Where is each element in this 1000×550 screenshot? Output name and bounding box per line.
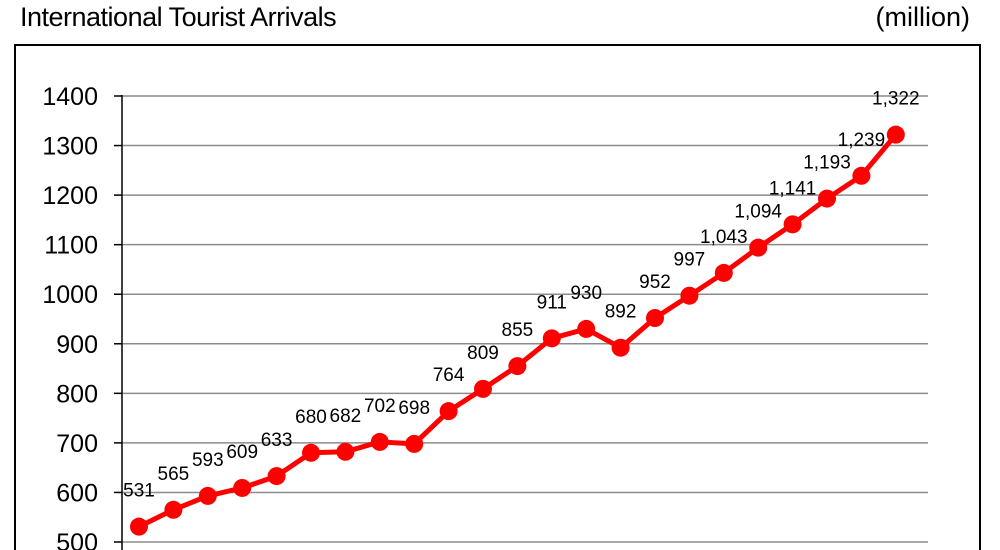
data-point <box>302 443 320 462</box>
data-label: 911 <box>537 292 567 313</box>
data-label: 593 <box>192 450 224 471</box>
data-point <box>336 442 355 461</box>
data-label: 702 <box>364 396 396 417</box>
data-label: 1,043 <box>700 227 748 248</box>
data-point <box>680 286 699 305</box>
data-point <box>714 263 733 282</box>
y-tick-label: 1200 <box>42 182 98 210</box>
data-point <box>164 500 183 519</box>
y-tick-label: 900 <box>56 331 98 359</box>
data-point <box>577 319 596 338</box>
data-label: 1,141 <box>769 178 817 199</box>
y-tick-label: 600 <box>56 479 98 507</box>
data-point <box>818 189 836 208</box>
unit-label: (million) <box>875 2 971 32</box>
data-label: 809 <box>467 343 499 364</box>
y-tick-label: 1300 <box>42 133 98 161</box>
data-point <box>198 486 217 505</box>
data-point <box>749 238 768 257</box>
data-label: 682 <box>330 406 362 427</box>
data-label: 1,322 <box>872 89 920 110</box>
data-label: 680 <box>295 407 327 428</box>
data-label: 698 <box>398 398 430 419</box>
data-point <box>852 166 871 185</box>
data-label: 633 <box>261 430 293 451</box>
gridlines <box>122 95 928 543</box>
data-label: 855 <box>502 320 534 341</box>
y-tick-label: 1000 <box>42 281 98 309</box>
data-label: 764 <box>433 365 465 386</box>
data-label: 565 <box>158 464 190 485</box>
chart-title: International Tourist Arrivals <box>20 2 337 32</box>
data-point <box>474 379 492 398</box>
data-label: 997 <box>674 250 706 271</box>
y-axis-ticks: 500 600 700 800 900 1000 1100 1200 1300 1400 <box>42 83 122 550</box>
y-tick-label: 700 <box>56 430 98 458</box>
plot-frame <box>14 44 981 550</box>
y-tick-label: 1100 <box>44 232 98 260</box>
data-point <box>233 478 252 497</box>
data-point <box>439 402 458 421</box>
data-point <box>405 434 424 453</box>
data-label: 609 <box>226 442 258 463</box>
data-point <box>370 432 389 451</box>
data-label: 531 <box>123 481 155 502</box>
data-label: 930 <box>570 283 602 304</box>
data-point <box>611 338 630 357</box>
data-point <box>267 467 286 486</box>
data-label: 1,239 <box>838 130 886 151</box>
data-point <box>508 357 527 376</box>
data-points <box>130 125 905 536</box>
data-point <box>886 125 905 144</box>
y-tick-label: 500 <box>56 529 98 550</box>
data-label: 892 <box>605 302 637 323</box>
data-point <box>542 329 561 348</box>
data-point <box>130 517 148 536</box>
data-label: 1,193 <box>803 153 851 174</box>
data-label: 1,094 <box>734 202 782 223</box>
y-tick-label: 1400 <box>42 83 98 111</box>
data-point <box>783 215 802 234</box>
data-label: 952 <box>639 272 671 293</box>
data-point <box>646 309 664 328</box>
y-tick-label: 800 <box>56 380 98 408</box>
